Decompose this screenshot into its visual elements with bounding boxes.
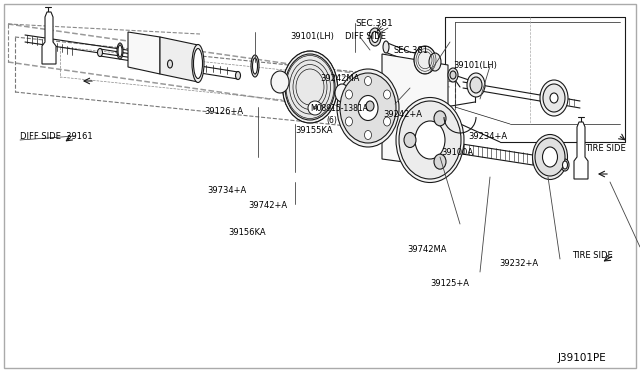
Text: M: M <box>312 106 317 110</box>
Text: J39101PE: J39101PE <box>558 353 607 363</box>
Text: 39126+A: 39126+A <box>204 106 243 115</box>
Ellipse shape <box>168 60 173 68</box>
Text: 39101(LH): 39101(LH) <box>453 61 497 70</box>
Ellipse shape <box>550 93 558 103</box>
Ellipse shape <box>97 48 102 57</box>
Ellipse shape <box>346 90 353 99</box>
Ellipse shape <box>358 96 378 121</box>
Text: SEC.381: SEC.381 <box>355 19 393 28</box>
Ellipse shape <box>543 84 565 112</box>
Text: 39232+A: 39232+A <box>499 260 538 269</box>
Ellipse shape <box>340 73 396 143</box>
Ellipse shape <box>399 101 461 179</box>
Text: 39734+A: 39734+A <box>207 186 246 195</box>
Ellipse shape <box>434 111 446 126</box>
Ellipse shape <box>365 131 371 140</box>
Text: 39242MA: 39242MA <box>320 74 360 83</box>
Text: (6): (6) <box>326 115 337 125</box>
Text: 39156KA: 39156KA <box>228 228 266 237</box>
Ellipse shape <box>563 161 568 169</box>
Ellipse shape <box>532 135 568 180</box>
Ellipse shape <box>543 147 557 167</box>
Text: DIFF SIDE  39161: DIFF SIDE 39161 <box>20 131 93 141</box>
Ellipse shape <box>271 71 289 93</box>
Text: TIRE SIDE: TIRE SIDE <box>572 250 612 260</box>
Text: 39100A: 39100A <box>441 148 473 157</box>
Text: 39242+A: 39242+A <box>383 109 422 119</box>
Ellipse shape <box>450 71 456 79</box>
Ellipse shape <box>415 121 445 159</box>
Text: 39155KA: 39155KA <box>295 125 333 135</box>
Ellipse shape <box>371 32 378 42</box>
Polygon shape <box>574 122 588 179</box>
Ellipse shape <box>282 51 337 123</box>
Ellipse shape <box>470 77 482 93</box>
Text: 39101(LH): 39101(LH) <box>290 32 334 41</box>
Ellipse shape <box>396 97 464 183</box>
FancyBboxPatch shape <box>4 4 636 368</box>
Text: 39742MA: 39742MA <box>407 246 447 254</box>
Text: SEC.381: SEC.381 <box>393 45 428 55</box>
Text: TIRE SIDE: TIRE SIDE <box>585 144 626 153</box>
Ellipse shape <box>251 55 259 77</box>
Circle shape <box>308 101 322 115</box>
Ellipse shape <box>285 54 335 120</box>
Ellipse shape <box>414 46 436 74</box>
Ellipse shape <box>561 159 569 171</box>
Ellipse shape <box>253 58 257 74</box>
Text: M08915-1381A: M08915-1381A <box>310 103 368 112</box>
Ellipse shape <box>193 48 202 78</box>
Ellipse shape <box>117 43 123 59</box>
Ellipse shape <box>236 71 241 80</box>
Ellipse shape <box>448 68 458 82</box>
Polygon shape <box>382 54 448 168</box>
Ellipse shape <box>335 84 349 102</box>
Text: 39742+A: 39742+A <box>248 201 287 209</box>
Ellipse shape <box>369 28 381 46</box>
Ellipse shape <box>467 73 485 97</box>
Ellipse shape <box>366 101 374 111</box>
Text: 39234+A: 39234+A <box>468 131 507 141</box>
Ellipse shape <box>383 117 390 126</box>
Polygon shape <box>128 32 160 74</box>
Ellipse shape <box>337 69 399 147</box>
Polygon shape <box>42 12 56 64</box>
Text: 39125+A: 39125+A <box>430 279 469 288</box>
Ellipse shape <box>383 41 389 53</box>
Ellipse shape <box>118 45 122 57</box>
Text: DIFF SIDE: DIFF SIDE <box>345 32 386 41</box>
Ellipse shape <box>429 53 441 71</box>
Ellipse shape <box>404 132 416 148</box>
Polygon shape <box>160 37 198 82</box>
Ellipse shape <box>365 77 371 86</box>
Ellipse shape <box>192 45 204 83</box>
Ellipse shape <box>535 138 565 176</box>
Ellipse shape <box>540 80 568 116</box>
Ellipse shape <box>383 90 390 99</box>
Ellipse shape <box>346 117 353 126</box>
Ellipse shape <box>434 154 446 169</box>
